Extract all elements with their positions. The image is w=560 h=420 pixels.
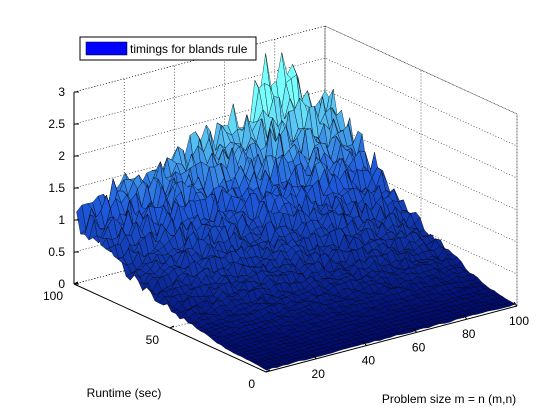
grid-y-1 [169, 70, 422, 329]
x-tick-mark-0 [312, 354, 317, 360]
grid-x-0 [123, 78, 317, 360]
y-tick-mark-0 [265, 369, 271, 373]
grid-y-0 [265, 114, 518, 373]
x-tick-label-3: 80 [462, 327, 476, 341]
x-tick-mark-4 [513, 301, 518, 307]
x-tick-label-4: 100 [509, 314, 529, 328]
x-axis-label: Problem size m = n (m,n) [382, 392, 516, 406]
z-tick-label-6: 3 [58, 85, 65, 99]
y-tick-label-0: 0 [248, 377, 255, 391]
x-tick-label-0: 20 [312, 367, 326, 381]
x-tick-mark-3 [463, 314, 468, 320]
z-tick-label-2: 1 [58, 213, 65, 227]
legend-swatch [85, 41, 128, 56]
grid-x-2 [224, 52, 417, 333]
x-axis-line [265, 305, 518, 373]
y-tick-label-2: 100 [43, 289, 63, 303]
surface-layer [76, 52, 516, 371]
y-axis-label: Runtime (sec) [87, 386, 162, 400]
legend-label: timings for blands rule [130, 42, 248, 56]
x-tick-mark-1 [362, 341, 367, 346]
z-tick-label-0: 0 [58, 277, 65, 291]
surface-facet-2115 [505, 301, 516, 307]
grid-box-line-3 [324, 25, 518, 115]
grid-y-2 [73, 26, 326, 285]
x-tick-mark-2 [413, 328, 418, 333]
x-tick-label-1: 40 [362, 354, 376, 368]
y-tick-label-1: 50 [146, 333, 160, 347]
z-tick-label-1: 0.5 [48, 245, 65, 259]
z-tick-label-5: 2.5 [48, 117, 65, 131]
legend: timings for blands rule [79, 36, 257, 61]
x-tick-label-2: 60 [412, 340, 426, 354]
z-tick-label-4: 2 [58, 149, 65, 163]
grid-x-1 [174, 65, 367, 346]
y-tick-mark-1 [169, 325, 175, 329]
z-tick-label-3: 1.5 [48, 181, 65, 195]
y-tick-mark-2 [73, 281, 79, 285]
